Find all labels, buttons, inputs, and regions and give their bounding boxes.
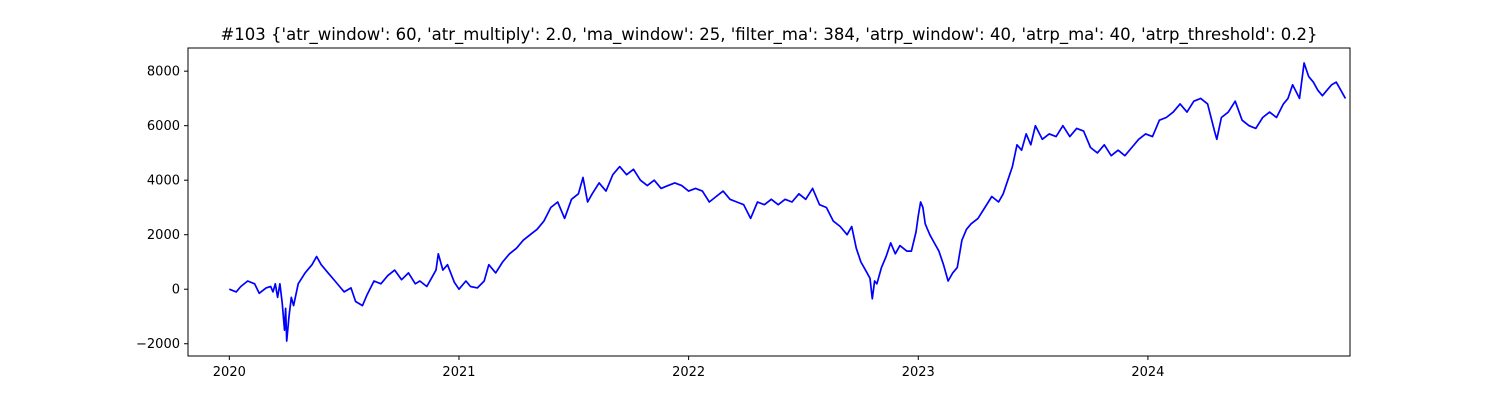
axes: 2020 2021 2022 2023 2024 −2000 0 2000 4000 6000 80…: [136, 47, 1351, 380]
series-line-0: [228, 62, 1347, 342]
y-tick-label: −2000: [136, 337, 180, 352]
x-tick-label: 2022: [672, 365, 705, 380]
chart-title: #103 {'atr_window': 60, 'atr_multiply': …: [220, 25, 1317, 45]
y-tick-label: 0: [172, 283, 180, 298]
x-tick-label: 2024: [1131, 365, 1164, 380]
x-tick-label: 2020: [213, 365, 246, 380]
x-tick-label: 2023: [902, 365, 935, 380]
plot-area: [228, 62, 1347, 342]
y-tick-label: 4000: [147, 174, 180, 189]
y-tick-label: 8000: [147, 65, 180, 80]
plot-frame: [187, 47, 1351, 357]
y-tick-label: 2000: [147, 228, 180, 243]
y-tick-label: 6000: [147, 119, 180, 134]
x-tick-label: 2021: [442, 365, 475, 380]
